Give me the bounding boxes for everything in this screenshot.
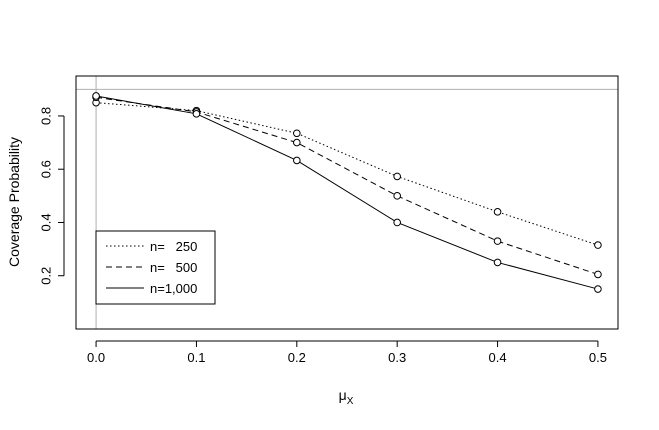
series-2-point-5 — [594, 285, 602, 293]
x-axis: 0.0 0.1 0.2 0.3 0.4 0.5 — [87, 340, 607, 365]
legend: n= 250 n= 500 n=1,000 — [95, 230, 216, 305]
y-tick-label: 0.6 — [38, 160, 53, 178]
legend-label-1: n= 500 — [150, 260, 197, 275]
y-tick-label: 0.4 — [38, 213, 53, 231]
x-axis-label: μX — [339, 387, 354, 407]
series-0-point-2 — [293, 129, 301, 138]
x-tick-label: 0.1 — [187, 350, 205, 365]
series-2-point-0 — [92, 92, 100, 100]
series-layer — [92, 92, 602, 293]
series-2-point-2 — [293, 156, 301, 165]
series-line-2 — [95, 95, 599, 290]
series-1-point-2 — [293, 138, 301, 147]
series-0-point-3 — [393, 172, 401, 181]
series-2-point-3 — [393, 218, 401, 227]
y-axis-label: Coverage Probability — [6, 137, 22, 267]
x-tick-label: 0.3 — [388, 350, 406, 365]
x-tick-label: 0.4 — [489, 350, 507, 365]
series-line-0 — [96, 102, 599, 246]
y-tick-label: 0.2 — [38, 267, 53, 285]
series-0-point-4 — [493, 208, 502, 216]
legend-label-0: n= 250 — [150, 239, 197, 254]
series-1-point-4 — [493, 237, 502, 245]
x-tick-label: 0.5 — [589, 350, 607, 365]
series-0-point-5 — [594, 241, 602, 249]
series-1-point-5 — [594, 270, 602, 279]
series-2-point-1 — [192, 110, 201, 118]
y-tick-label: 0.8 — [38, 107, 53, 125]
x-tick-label: 0.2 — [288, 350, 306, 365]
series-1-point-3 — [393, 192, 401, 200]
legend-box — [95, 230, 216, 305]
series-line-1 — [96, 96, 599, 275]
plot-frame — [75, 75, 619, 330]
x-tick-label: 0.0 — [87, 350, 105, 365]
y-axis: 0.2 0.4 0.6 0.8 — [38, 107, 65, 285]
series-2-point-4 — [493, 258, 502, 267]
legend-label-2: n=1,000 — [150, 281, 197, 296]
